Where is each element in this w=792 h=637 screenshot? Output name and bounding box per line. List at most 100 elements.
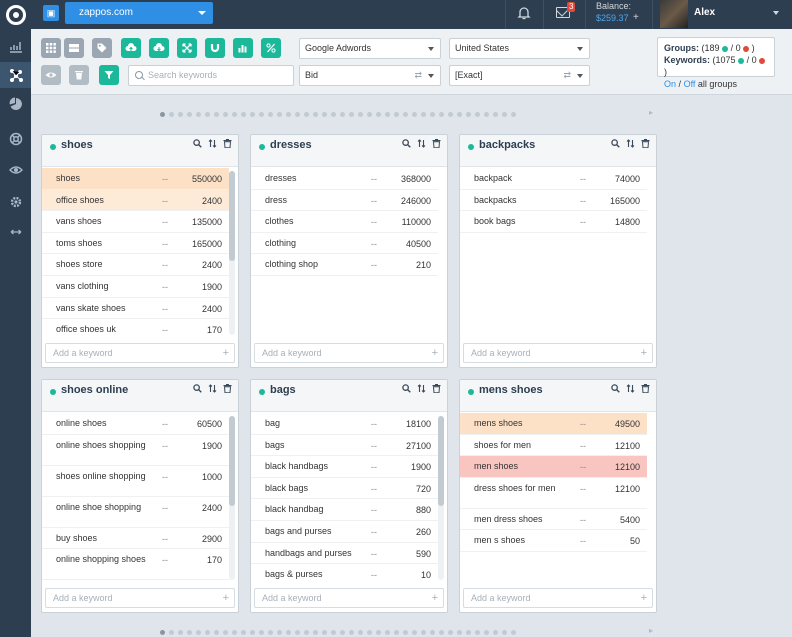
pager-dot[interactable] [394, 630, 399, 635]
keyword-row[interactable]: shoes online shopping -- 1000 [42, 466, 229, 497]
user-menu-chevron-icon[interactable] [773, 11, 779, 15]
card-title[interactable]: mens shoes [479, 384, 543, 396]
trash-icon[interactable] [432, 384, 441, 393]
lifebuoy-icon[interactable] [0, 126, 31, 152]
card-title[interactable]: shoes online [61, 384, 129, 396]
pager-dot[interactable] [160, 112, 165, 117]
user-name[interactable]: Alex [694, 7, 716, 18]
keyword-row[interactable]: online shopping shoes -- 170 [42, 549, 229, 581]
plus-icon[interactable]: + [431, 592, 438, 604]
pager-dot[interactable] [295, 630, 300, 635]
add-keyword-input[interactable]: Add a keyword + [463, 343, 653, 363]
pager-dot[interactable] [232, 112, 237, 117]
pager-dot[interactable] [196, 630, 201, 635]
eye-toggle-icon[interactable] [41, 65, 61, 85]
pager-dot[interactable] [160, 630, 165, 635]
bell-icon[interactable] [517, 6, 531, 20]
pager-dot[interactable] [277, 112, 282, 117]
keyword-row[interactable]: bag -- 18100 [251, 413, 438, 435]
keyword-row[interactable]: online shoes shopping -- 1900 [42, 435, 229, 466]
trash-icon[interactable] [641, 384, 650, 393]
pager-dot[interactable] [349, 112, 354, 117]
pager-dot[interactable] [448, 112, 453, 117]
card-header[interactable]: backpacks [460, 135, 656, 167]
keyword-row[interactable]: shoes store -- 2400 [42, 254, 229, 276]
next-page-icon[interactable]: ▸ [649, 108, 654, 117]
expand-sidebar-icon[interactable] [0, 219, 31, 245]
sort-icon[interactable] [417, 139, 426, 148]
card-header[interactable]: mens shoes [460, 380, 656, 412]
pager-dot[interactable] [412, 112, 417, 117]
pager-dot[interactable] [448, 630, 453, 635]
pager-dot[interactable] [403, 630, 408, 635]
search-icon[interactable] [193, 384, 202, 393]
keyword-row[interactable]: clothing shop -- 210 [251, 254, 438, 276]
search-icon[interactable] [611, 139, 620, 148]
pager-dot[interactable] [421, 630, 426, 635]
mail-icon[interactable] [556, 7, 570, 18]
plus-icon[interactable]: + [222, 347, 229, 359]
keyword-row[interactable]: men s shoes -- 50 [460, 530, 647, 552]
keyword-row[interactable]: dress -- 246000 [251, 190, 438, 212]
pager-dot[interactable] [439, 112, 444, 117]
eye-icon[interactable] [0, 157, 31, 183]
project-select[interactable]: zappos.com [65, 2, 213, 24]
keyword-row[interactable]: buy shoes -- 2900 [42, 528, 229, 550]
pager-dot[interactable] [241, 630, 246, 635]
pager-dot[interactable] [187, 112, 192, 117]
plus-icon[interactable]: + [222, 592, 229, 604]
pager-dot[interactable] [214, 630, 219, 635]
keyword-row[interactable]: vans clothing -- 1900 [42, 276, 229, 298]
app-logo-icon[interactable] [0, 0, 31, 29]
card-title[interactable]: shoes [61, 139, 93, 151]
pager-dot[interactable] [457, 630, 462, 635]
pager-dot[interactable] [376, 112, 381, 117]
sort-icon[interactable] [626, 384, 635, 393]
bar-chart-icon[interactable] [233, 38, 253, 58]
keyword-row[interactable]: online shoe shopping -- 2400 [42, 497, 229, 528]
keyword-row[interactable]: black handbag -- 880 [251, 499, 438, 521]
card-title[interactable]: dresses [270, 139, 312, 151]
search-icon[interactable] [402, 139, 411, 148]
pager-dot[interactable] [412, 630, 417, 635]
scrollbar-thumb[interactable] [229, 416, 235, 506]
plus-icon[interactable]: + [431, 347, 438, 359]
keyword-row[interactable]: office shoes uk -- 170 [42, 319, 229, 338]
pager-dot[interactable] [358, 630, 363, 635]
all-groups-on-link[interactable]: On [664, 79, 677, 89]
grid-view-icon[interactable] [41, 38, 61, 58]
keyword-row[interactable]: online shoes -- 60500 [42, 413, 229, 435]
sort-icon[interactable] [626, 139, 635, 148]
add-keyword-input[interactable]: Add a keyword + [463, 588, 653, 608]
search-icon[interactable] [611, 384, 620, 393]
pager-dot[interactable] [340, 630, 345, 635]
pager-dot[interactable] [187, 630, 192, 635]
cloud-download-icon[interactable] [149, 38, 169, 58]
sort-icon[interactable] [208, 384, 217, 393]
pager-dot[interactable] [223, 630, 228, 635]
pager-dot[interactable] [385, 112, 390, 117]
keyword-row[interactable]: mens shoes -- 49500 [460, 413, 647, 435]
pager-dot[interactable] [250, 112, 255, 117]
keyword-row[interactable]: online shoe store -- 1900 [42, 580, 229, 583]
keyword-row[interactable]: clothes -- 110000 [251, 211, 438, 233]
next-page-icon[interactable]: ▸ [649, 626, 654, 635]
keyword-row[interactable]: shoes -- 550000 [42, 168, 229, 190]
sort-icon[interactable] [417, 384, 426, 393]
pager-dot[interactable] [313, 630, 318, 635]
refresh-icon[interactable]: ⇄ [563, 70, 571, 80]
pager-dot[interactable] [439, 630, 444, 635]
plus-icon[interactable]: + [640, 592, 647, 604]
metric-select[interactable]: Bid ⇄ [299, 65, 441, 86]
add-keyword-input[interactable]: Add a keyword + [254, 588, 444, 608]
list-view-icon[interactable] [64, 38, 84, 58]
source-select[interactable]: Google Adwords [299, 38, 441, 59]
keyword-row[interactable]: backpack -- 74000 [460, 168, 647, 190]
add-keyword-input[interactable]: Add a keyword + [45, 343, 235, 363]
balance-value[interactable]: $259.37 [596, 13, 629, 23]
card-header[interactable]: shoes [42, 135, 238, 167]
pager-dot[interactable] [205, 630, 210, 635]
pager-dot[interactable] [367, 630, 372, 635]
pager-dot[interactable] [196, 112, 201, 117]
add-keyword-input[interactable]: Add a keyword + [45, 588, 235, 608]
